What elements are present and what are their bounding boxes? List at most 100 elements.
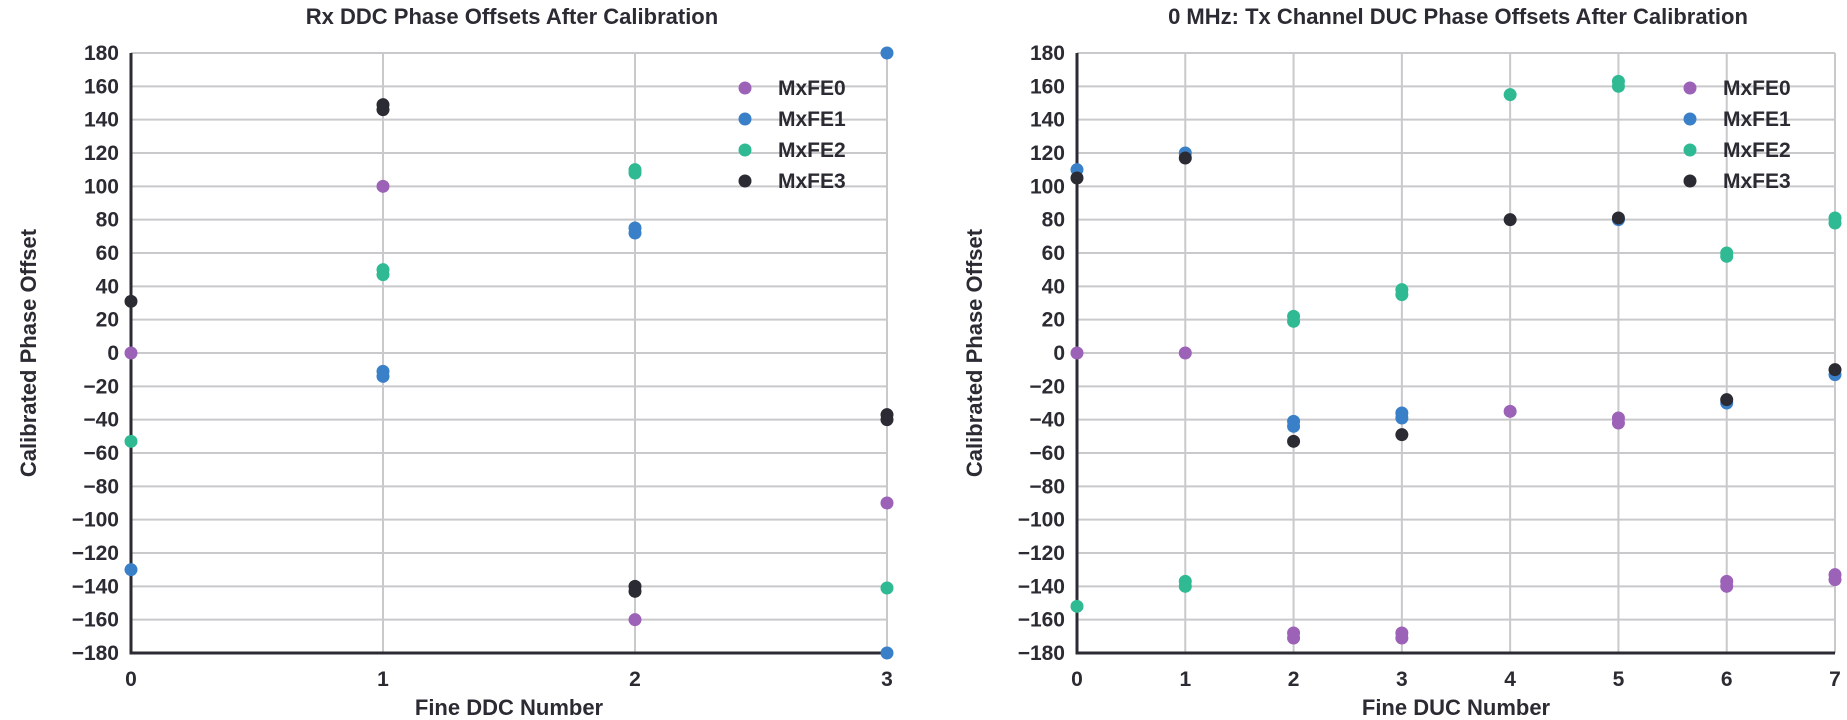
- data-point: [124, 563, 138, 577]
- chart-panel-1: 180160140120100806040200−20−40−60−80−100…: [962, 4, 1842, 720]
- legend-marker: [738, 112, 752, 126]
- data-point: [1395, 428, 1409, 442]
- y-tick-label: −180: [1018, 642, 1065, 665]
- y-tick-label: −20: [83, 375, 119, 398]
- series-MxFE1: [124, 46, 894, 660]
- data-point: [1178, 151, 1192, 165]
- legend-marker: [1683, 112, 1697, 126]
- y-tick-label: −160: [72, 609, 119, 632]
- series-MxFE0: [1070, 346, 1842, 645]
- legend-marker: [1683, 174, 1697, 188]
- chart-title: 0 MHz: Tx Channel DUC Phase Offsets Afte…: [1168, 4, 1748, 29]
- y-tick-label: 40: [1042, 275, 1065, 298]
- data-point: [1070, 346, 1084, 360]
- y-tick-label: 0: [107, 342, 119, 365]
- chart-title: Rx DDC Phase Offsets After Calibration: [306, 4, 718, 29]
- legend-marker: [1683, 81, 1697, 95]
- data-point: [1287, 631, 1301, 645]
- data-point: [1611, 79, 1625, 93]
- x-axis-title: Fine DUC Number: [1362, 695, 1551, 720]
- legend-marker: [738, 174, 752, 188]
- data-point: [376, 369, 390, 383]
- legend-label: MxFE1: [1723, 108, 1791, 131]
- legend-label: MxFE3: [1723, 170, 1791, 193]
- series-MxFE3: [124, 98, 894, 598]
- data-point: [628, 226, 642, 240]
- legend-marker: [738, 81, 752, 95]
- y-tick-label: −60: [1029, 442, 1065, 465]
- x-tick-label: 0: [125, 668, 137, 691]
- legend-label: MxFE1: [778, 108, 846, 131]
- y-tick-label: 180: [84, 42, 119, 65]
- data-point: [376, 179, 390, 193]
- data-point: [880, 646, 894, 660]
- chart-panel-0: 180160140120100806040200−20−40−60−80−100…: [16, 4, 894, 720]
- data-point: [1287, 314, 1301, 328]
- data-point: [1503, 404, 1517, 418]
- data-point: [880, 581, 894, 595]
- data-point: [1611, 211, 1625, 225]
- y-tick-label: 140: [84, 109, 119, 132]
- y-tick-label: −140: [72, 575, 119, 598]
- x-tick-label: 5: [1613, 668, 1625, 691]
- data-point: [124, 434, 138, 448]
- data-point: [1070, 171, 1084, 185]
- data-point: [1287, 419, 1301, 433]
- data-point: [1395, 631, 1409, 645]
- x-tick-label: 0: [1071, 668, 1083, 691]
- y-tick-label: −120: [1018, 542, 1065, 565]
- x-tick-label: 3: [881, 668, 893, 691]
- legend-marker: [738, 143, 752, 157]
- y-axis-title: Calibrated Phase Offset: [962, 228, 987, 477]
- y-tick-label: 60: [1042, 242, 1065, 265]
- x-tick-label: 6: [1721, 668, 1733, 691]
- data-point: [628, 613, 642, 627]
- legend-label: MxFE2: [1723, 139, 1791, 162]
- legend-label: MxFE0: [778, 77, 846, 100]
- y-axis-title: Calibrated Phase Offset: [16, 228, 41, 477]
- data-point: [880, 413, 894, 427]
- y-tick-label: 100: [84, 175, 119, 198]
- legend-label: MxFE2: [778, 139, 846, 162]
- data-point: [124, 346, 138, 360]
- y-tick-label: −40: [83, 409, 119, 432]
- data-point: [1828, 573, 1842, 587]
- data-point: [628, 166, 642, 180]
- x-tick-label: 1: [1179, 668, 1191, 691]
- data-point: [1178, 579, 1192, 593]
- y-tick-label: −80: [1029, 475, 1065, 498]
- x-tick-label: 7: [1829, 668, 1841, 691]
- y-tick-label: 80: [1042, 209, 1065, 232]
- y-tick-label: 180: [1030, 42, 1065, 65]
- legend-label: MxFE0: [1723, 77, 1791, 100]
- y-tick-label: −20: [1029, 375, 1065, 398]
- data-point: [1178, 346, 1192, 360]
- data-point: [1287, 434, 1301, 448]
- data-point: [1395, 288, 1409, 302]
- y-tick-label: 0: [1053, 342, 1065, 365]
- data-point: [376, 268, 390, 282]
- y-tick-label: 40: [96, 275, 119, 298]
- y-tick-label: −100: [72, 509, 119, 532]
- legend: MxFE0 MxFE1 MxFE2 MxFE3: [738, 77, 846, 193]
- data-point: [880, 46, 894, 60]
- x-tick-label: 4: [1504, 668, 1516, 691]
- data-point: [880, 496, 894, 510]
- x-tick-label: 1: [377, 668, 389, 691]
- y-tick-label: 60: [96, 242, 119, 265]
- y-tick-label: 120: [84, 142, 119, 165]
- y-tick-label: −160: [1018, 609, 1065, 632]
- legend: MxFE0 MxFE1 MxFE2 MxFE3: [1683, 77, 1791, 193]
- data-point: [1720, 579, 1734, 593]
- y-tick-label: −100: [1018, 509, 1065, 532]
- x-tick-label: 2: [629, 668, 641, 691]
- series-MxFE3: [1070, 151, 1842, 448]
- data-point: [1828, 216, 1842, 230]
- y-tick-label: 20: [96, 309, 119, 332]
- data-point: [1395, 411, 1409, 425]
- data-point: [628, 584, 642, 598]
- data-point: [1503, 213, 1517, 227]
- y-tick-label: −80: [83, 475, 119, 498]
